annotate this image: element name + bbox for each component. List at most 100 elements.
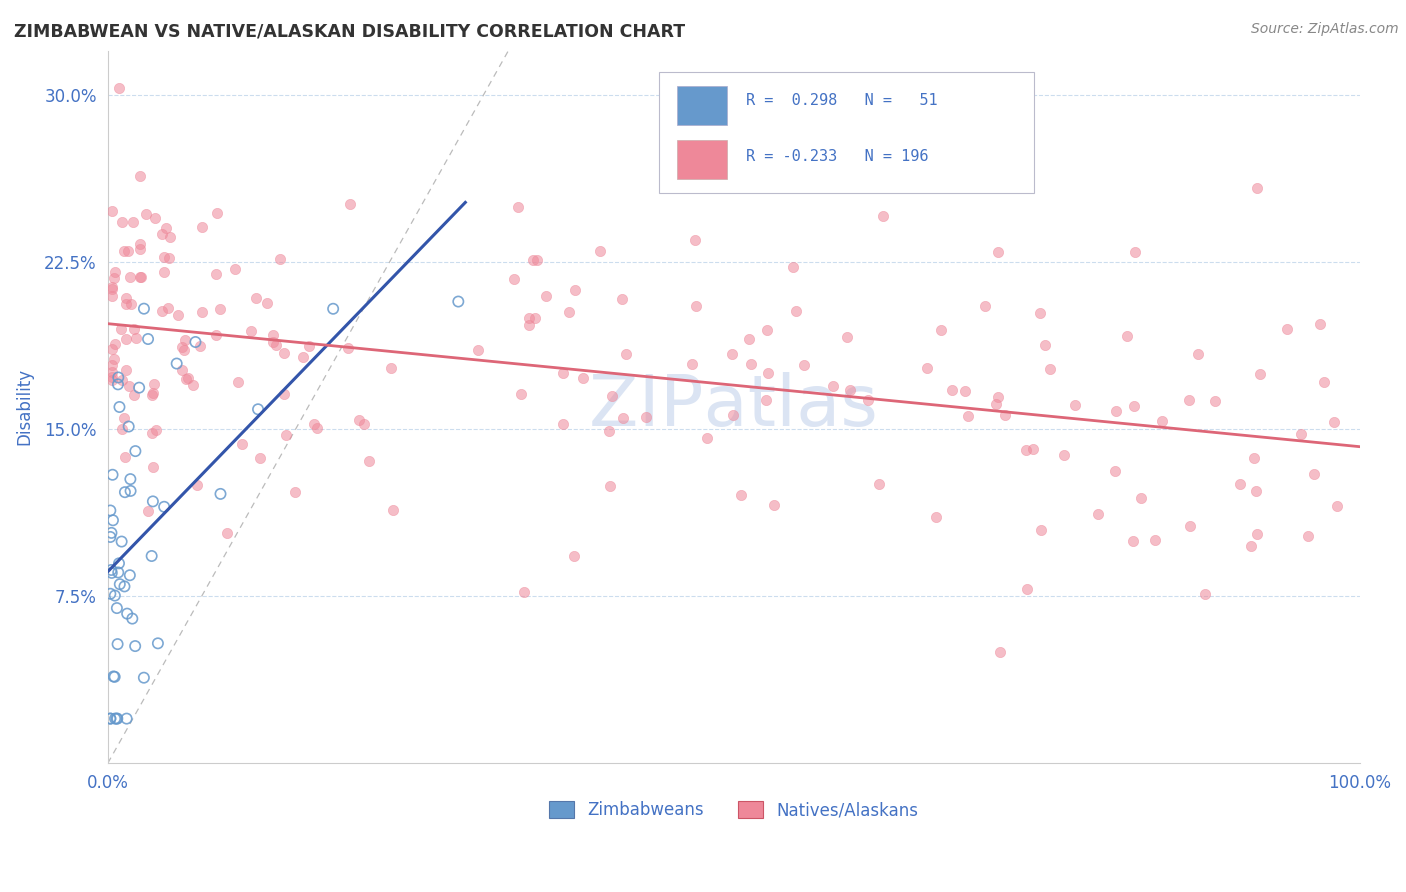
Point xyxy=(136,332,159,346)
Point xyxy=(793,358,815,372)
Point xyxy=(681,357,703,371)
Point xyxy=(953,384,976,399)
Point xyxy=(115,333,138,347)
Point xyxy=(1087,507,1109,521)
Point xyxy=(128,237,150,252)
Point xyxy=(988,645,1011,659)
Point xyxy=(381,503,404,517)
Point xyxy=(730,488,752,502)
Point xyxy=(380,361,402,376)
Point xyxy=(98,712,121,726)
Point xyxy=(101,513,124,527)
Point xyxy=(231,437,253,451)
Point xyxy=(467,343,489,358)
Point xyxy=(105,712,128,726)
Point xyxy=(551,417,574,431)
Point xyxy=(1298,529,1320,543)
Point xyxy=(509,387,531,401)
Point xyxy=(929,323,952,337)
Point xyxy=(763,498,786,512)
Point xyxy=(100,525,122,540)
Point xyxy=(204,327,226,342)
Point xyxy=(217,525,239,540)
Point xyxy=(118,419,141,434)
Point xyxy=(100,342,122,356)
Point xyxy=(108,400,131,414)
Point xyxy=(226,375,249,389)
Point xyxy=(112,244,135,258)
Point xyxy=(264,338,287,352)
Text: Source: ZipAtlas.com: Source: ZipAtlas.com xyxy=(1251,22,1399,37)
Point xyxy=(785,304,807,318)
Point xyxy=(273,345,295,359)
Point xyxy=(610,292,633,306)
Point xyxy=(1302,467,1324,482)
Point xyxy=(107,377,129,392)
Point xyxy=(114,450,136,464)
Point xyxy=(1028,306,1050,320)
Point xyxy=(103,271,125,285)
Point xyxy=(183,377,205,392)
Point xyxy=(208,301,231,316)
Point xyxy=(159,229,181,244)
Point xyxy=(1326,500,1348,514)
Point xyxy=(839,383,862,397)
Point xyxy=(307,421,329,435)
Point xyxy=(755,323,778,337)
Point xyxy=(572,370,595,384)
Point xyxy=(122,215,145,229)
Point xyxy=(132,671,155,685)
Point xyxy=(105,601,128,615)
Point xyxy=(110,215,132,229)
Point xyxy=(696,431,718,445)
Point xyxy=(1323,415,1346,429)
Point xyxy=(172,363,194,377)
Point xyxy=(111,373,134,387)
Point xyxy=(141,549,163,563)
Point xyxy=(115,292,138,306)
Point xyxy=(1015,442,1038,457)
Point xyxy=(118,270,141,285)
Point xyxy=(120,297,142,311)
Point xyxy=(347,413,370,427)
Point xyxy=(589,244,612,258)
Point xyxy=(145,424,167,438)
Point xyxy=(115,297,138,311)
Point xyxy=(110,322,132,336)
Point xyxy=(124,639,146,653)
Point xyxy=(129,270,152,285)
Point xyxy=(1244,483,1267,498)
Point xyxy=(447,294,470,309)
Point xyxy=(1123,399,1146,413)
Point xyxy=(1033,338,1056,352)
Point xyxy=(1180,518,1202,533)
Point xyxy=(141,426,163,441)
Point xyxy=(209,487,232,501)
Point xyxy=(634,410,657,425)
Point xyxy=(124,331,146,345)
Point xyxy=(100,563,122,577)
Point xyxy=(359,454,381,468)
Point xyxy=(872,210,894,224)
Point xyxy=(614,347,637,361)
Point xyxy=(1039,361,1062,376)
Point xyxy=(142,386,165,401)
Point xyxy=(502,272,524,286)
Point xyxy=(1243,451,1265,466)
Point xyxy=(987,244,1010,259)
Point xyxy=(262,328,284,343)
FancyBboxPatch shape xyxy=(678,140,727,179)
Point xyxy=(262,334,284,349)
Point xyxy=(136,504,159,518)
Point xyxy=(1240,539,1263,553)
Point xyxy=(128,381,150,395)
Point xyxy=(755,393,778,408)
Point xyxy=(1289,427,1312,442)
Point xyxy=(111,534,134,549)
Point xyxy=(600,389,623,403)
Point xyxy=(322,301,344,316)
Point xyxy=(156,301,179,315)
Point xyxy=(273,386,295,401)
Point xyxy=(517,318,540,332)
Point xyxy=(1150,414,1173,428)
